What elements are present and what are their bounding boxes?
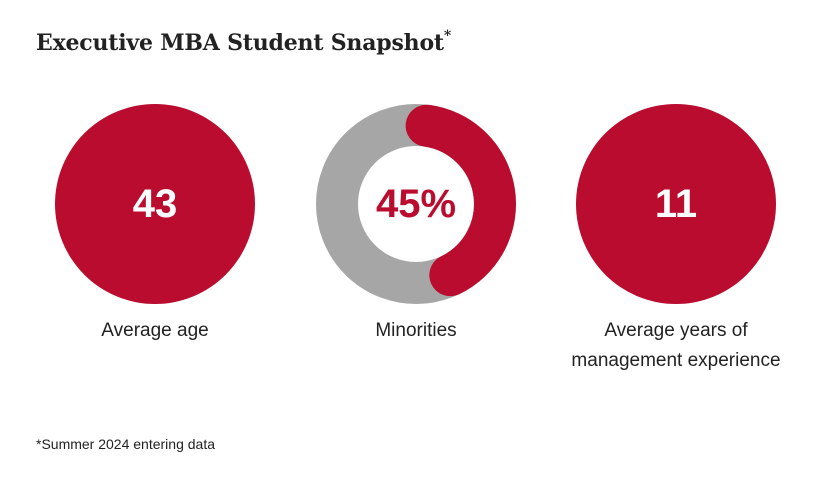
minorities-value: 45% bbox=[375, 181, 457, 226]
stat-minorities: 45% Minorities bbox=[316, 104, 516, 346]
title-asterisk: * bbox=[443, 28, 452, 44]
management-experience-circle: 11 bbox=[576, 104, 776, 304]
stat-management-experience: 11 Average years of management experienc… bbox=[571, 104, 781, 376]
footnote: *Summer 2024 entering data bbox=[36, 436, 215, 452]
chart-title-text: Executive MBA Student Snapshot bbox=[36, 30, 444, 56]
minorities-donut: 45% bbox=[316, 104, 516, 304]
donut-arc bbox=[405, 104, 516, 297]
minorities-label: Minorities bbox=[375, 320, 457, 341]
minorities-donut-svg bbox=[316, 104, 516, 304]
average-age-value: 43 bbox=[132, 181, 178, 226]
chart-title: Executive MBA Student Snapshot* bbox=[36, 28, 452, 56]
stat-average-age: 43 Average age bbox=[55, 104, 255, 346]
average-age-label: Average age bbox=[101, 320, 209, 341]
average-age-circle: 43 bbox=[55, 104, 255, 304]
management-experience-value: 11 bbox=[654, 181, 698, 226]
management-experience-label: Average years of management experience bbox=[571, 320, 781, 371]
